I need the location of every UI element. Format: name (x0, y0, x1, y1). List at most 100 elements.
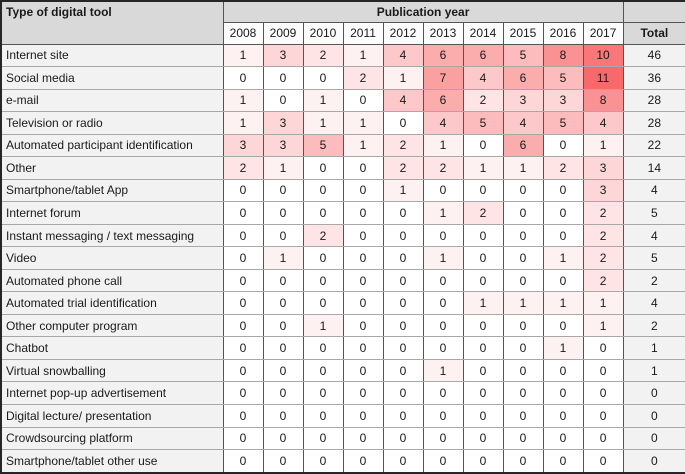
count-cell: 0 (382, 426, 424, 451)
count-cell: 0 (582, 381, 624, 405)
count-cell: 5 (502, 43, 544, 68)
count-cell: 0 (222, 66, 264, 90)
count-cell: 0 (262, 178, 304, 203)
count-cell: 0 (342, 449, 384, 474)
count-cell: 0 (342, 404, 384, 428)
count-cell: 4 (582, 111, 624, 135)
row-total-cell: 4 (622, 223, 685, 248)
count-cell: 0 (222, 246, 264, 270)
column-header-year: 2008 (222, 21, 264, 45)
row-label: Video (0, 246, 224, 270)
count-cell: 5 (462, 111, 504, 135)
row-label: Internet site (0, 43, 224, 68)
count-cell: 0 (302, 246, 344, 270)
row-label: Crowdsourcing platform (0, 426, 224, 451)
group-header-publication-year: Publication year (222, 0, 624, 23)
count-cell: 0 (542, 404, 584, 428)
count-cell: 0 (222, 178, 264, 203)
column-header-year: 2016 (542, 21, 584, 45)
column-header-year: 2017 (582, 21, 624, 45)
row-total-cell: 28 (622, 88, 685, 113)
count-cell: 5 (542, 111, 584, 135)
count-cell: 0 (462, 246, 504, 270)
count-cell: 0 (262, 426, 304, 451)
count-cell: 1 (262, 156, 304, 180)
count-cell: 2 (302, 43, 344, 68)
header-row-years: 2008 2009 2010 2011 2012 2013 2014 2015 2016 2017… (1, 21, 685, 45)
count-cell: 0 (502, 268, 544, 293)
count-cell: 1 (222, 43, 264, 68)
count-cell: 0 (302, 358, 344, 383)
row-label: Virtual snowballing (0, 358, 224, 383)
count-cell: 0 (542, 133, 584, 158)
row-label: Social media (0, 66, 224, 90)
table-row: Automated phone call 0 0 0 0 0 0 0 0 0 2 2 (0, 268, 685, 293)
count-cell: 0 (422, 291, 464, 315)
count-cell: 10 (582, 43, 624, 68)
count-cell: 0 (582, 336, 624, 360)
count-cell: 6 (462, 43, 504, 68)
count-cell: 0 (222, 291, 264, 315)
row-label: Automated phone call (0, 268, 224, 293)
count-cell: 0 (262, 404, 304, 428)
count-cell: 3 (222, 133, 264, 158)
count-cell: 0 (382, 268, 424, 293)
count-cell: 0 (342, 268, 384, 293)
count-cell: 0 (422, 449, 464, 474)
count-cell: 0 (542, 313, 584, 338)
count-cell: 0 (542, 223, 584, 248)
count-cell: 4 (382, 43, 424, 68)
count-cell: 3 (582, 156, 624, 180)
count-cell: 0 (462, 449, 504, 474)
row-label: Digital lecture/ presentation (0, 404, 224, 428)
count-cell: 0 (462, 268, 504, 293)
count-cell: 2 (462, 201, 504, 225)
row-label: Other (0, 156, 224, 180)
row-total-cell: 0 (622, 449, 685, 474)
blank-header-cell (622, 0, 685, 23)
count-cell: 1 (582, 133, 624, 158)
count-cell: 1 (422, 246, 464, 270)
count-cell: 0 (382, 246, 424, 270)
count-cell: 1 (422, 133, 464, 158)
count-cell: 0 (382, 313, 424, 338)
count-cell: 3 (262, 133, 304, 158)
count-cell: 3 (542, 88, 584, 113)
count-cell: 0 (502, 381, 544, 405)
count-cell: 1 (262, 246, 304, 270)
column-header-year: 2012 (382, 21, 424, 45)
count-cell: 2 (582, 268, 624, 293)
count-cell: 2 (582, 246, 624, 270)
table-row: Internet pop-up advertisement 0 0 0 0 0 0 0 0 0 0 0 (0, 381, 685, 405)
count-cell: 0 (422, 381, 464, 405)
count-cell: 0 (342, 223, 384, 248)
count-cell: 6 (502, 133, 544, 158)
count-cell: 0 (462, 178, 504, 203)
count-cell: 0 (422, 404, 464, 428)
count-cell: 0 (382, 201, 424, 225)
row-total-cell: 0 (622, 426, 685, 451)
count-cell: 6 (422, 43, 464, 68)
corner-header-type-of-digital-tool: Type of digital tool (0, 0, 224, 45)
count-cell: 0 (502, 313, 544, 338)
count-cell: 1 (462, 291, 504, 315)
count-cell: 0 (222, 381, 264, 405)
row-label: Television or radio (0, 111, 224, 135)
count-cell: 0 (262, 66, 304, 90)
count-cell: 0 (262, 201, 304, 225)
table-row: Television or radio 1 3 1 1 0 4 5 4 5 4 28 (0, 111, 685, 135)
count-cell: 0 (262, 336, 304, 360)
count-cell: 0 (262, 223, 304, 248)
table-row: Internet site 1 3 2 1 4 6 6 5 8 10 46 (0, 43, 685, 68)
count-cell: 0 (342, 88, 384, 113)
count-cell: 0 (582, 449, 624, 474)
row-total-cell: 2 (622, 313, 685, 338)
table-row: Social media 0 0 0 2 1 7 4 6 5 11 36 (0, 66, 685, 90)
count-cell: 0 (462, 133, 504, 158)
count-cell: 2 (382, 133, 424, 158)
row-total-cell: 5 (622, 246, 685, 270)
row-label: Chatbot (0, 336, 224, 360)
count-cell: 1 (302, 313, 344, 338)
count-cell: 0 (222, 223, 264, 248)
count-cell: 0 (502, 449, 544, 474)
